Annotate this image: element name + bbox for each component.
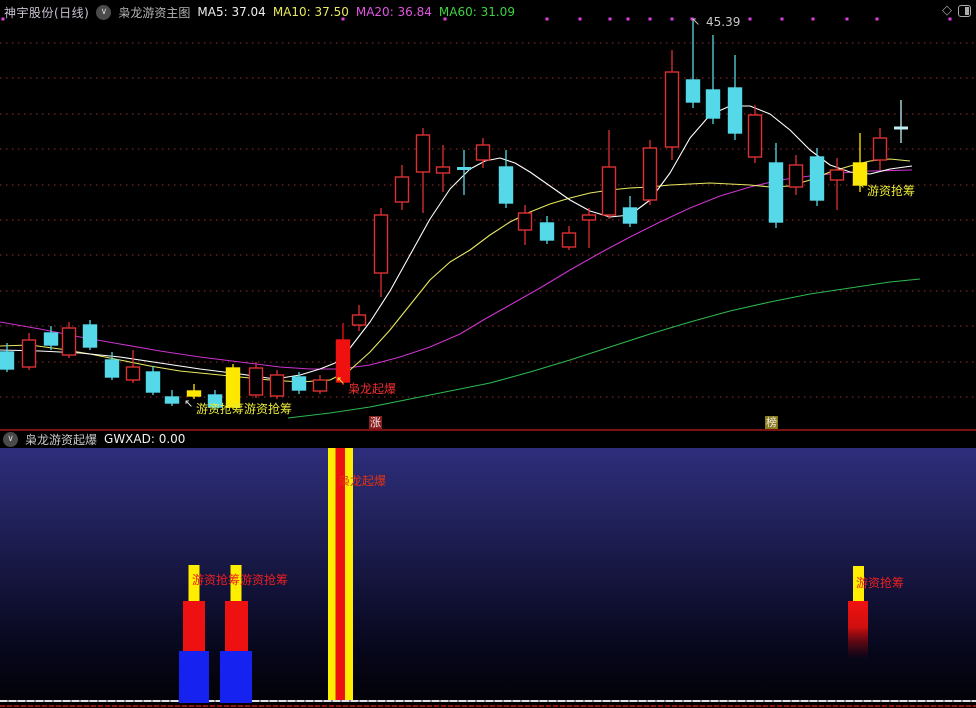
ticker-strip-light: [0, 700, 976, 702]
panel-separator: [0, 429, 976, 431]
sub-indicator-value: GWXAD: 0.00: [104, 432, 186, 446]
sub-panel-background: [0, 448, 976, 700]
layout-panel-icon[interactable]: [958, 4, 971, 17]
collapse-chevron-icon[interactable]: ∨: [3, 431, 18, 447]
ticker-strip-red: [0, 705, 976, 707]
diamond-icon[interactable]: ◇: [942, 3, 952, 18]
boom-signal-label-panel: 枭龙起爆: [338, 474, 387, 488]
ma5-value: MA5: 37.04: [197, 5, 266, 19]
grab-signal-label-panel-left: 游资抢筹游资抢筹: [192, 573, 289, 587]
grab-signal-label-right: 游资抢筹: [867, 184, 916, 198]
cursor-arrow-icon: ↖: [856, 178, 866, 191]
ma10-value: MA10: 37.50: [272, 5, 349, 19]
sub-chart-header: ∨ 枭龙游资起爆 GWXAD: 0.00: [0, 431, 976, 447]
boom-signal-label: 枭龙起爆: [348, 382, 397, 396]
ticker-chip-bang: 榜: [765, 416, 778, 429]
sub-indicator-name[interactable]: 枭龙游资起爆: [25, 432, 98, 447]
price-high-label: 45.39: [706, 15, 741, 29]
grab-signal-label-left: 游资抢筹游资抢筹: [196, 402, 293, 416]
main-indicator-name[interactable]: 枭龙游资主图: [118, 5, 191, 20]
main-chart-svg[interactable]: [0, 0, 976, 430]
ticker-chip-zhang: 涨: [369, 416, 382, 429]
cursor-arrow-icon: ↖: [336, 374, 346, 387]
sub-chart-svg[interactable]: [0, 448, 976, 708]
main-chart-header: 神宇股份(日线) ∨ 枭龙游资主图 MA5: 37.04 MA10: 37.50…: [0, 0, 976, 24]
collapse-chevron-icon[interactable]: ∨: [96, 4, 112, 20]
cursor-arrow-icon: ↖: [691, 15, 701, 28]
ma60-value: MA60: 31.09: [438, 5, 515, 19]
header-toolbar: ◇: [942, 4, 971, 17]
stock-title: 神宇股份(日线): [4, 5, 90, 20]
grab-signal-label-panel-right: 游资抢筹: [856, 576, 905, 590]
cursor-arrow-icon: ↖: [184, 397, 194, 410]
ma20-value: MA20: 36.84: [355, 5, 432, 19]
